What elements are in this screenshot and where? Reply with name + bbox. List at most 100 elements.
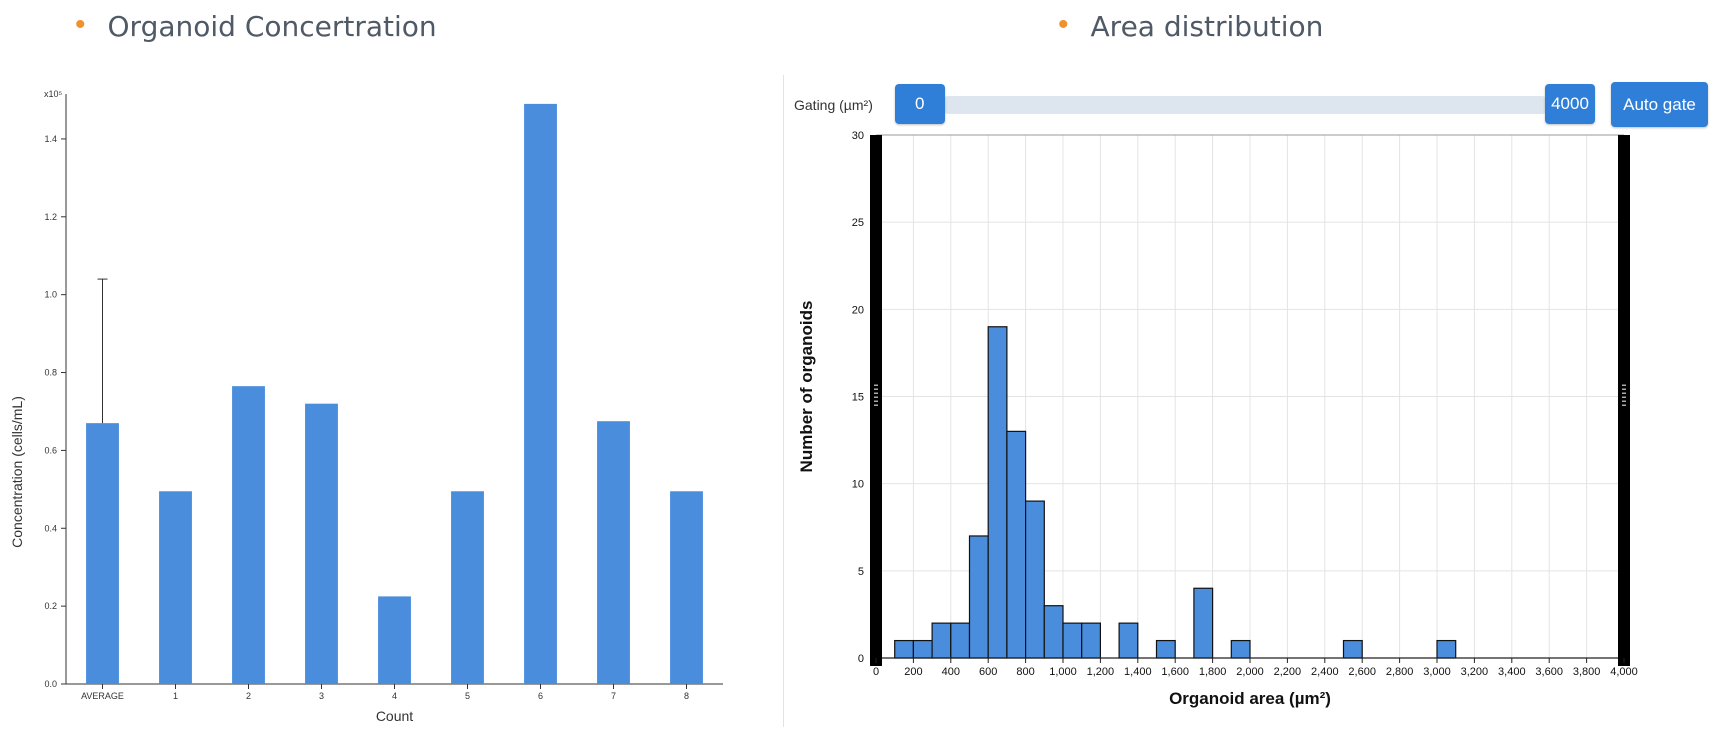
- x-tick-label: 0: [873, 666, 879, 678]
- y-tick-label: 1.0: [44, 290, 57, 300]
- x-tick-label: 3,000: [1423, 666, 1451, 678]
- x-tick-label: 4,000: [1610, 666, 1638, 678]
- x-tick-label: 2,800: [1386, 666, 1414, 678]
- bar-6: [524, 103, 557, 685]
- x-tick-label: 8: [684, 691, 689, 701]
- gating-max-value: 4000: [1551, 94, 1589, 113]
- concentration-title: Organoid Concertration: [107, 10, 437, 43]
- x-tick-label: 1,200: [1087, 666, 1115, 678]
- gating-slider-track[interactable]: [940, 96, 1550, 114]
- x-axis-label: Organoid area (µm²): [1169, 689, 1331, 708]
- histogram-bin: [987, 326, 1008, 659]
- gating-min-handle[interactable]: 0: [895, 84, 945, 124]
- bar-8: [670, 491, 703, 684]
- gate-grip: [874, 396, 878, 398]
- histogram-bin: [1025, 500, 1045, 659]
- bar-7: [597, 421, 630, 684]
- x-tick-label: 200: [904, 666, 922, 678]
- y-axis-label: Number of organoids: [797, 301, 816, 473]
- bar-2: [232, 386, 265, 684]
- y-axis-label: Concentration (cells/mL): [9, 396, 25, 548]
- histogram-bin: [1081, 622, 1102, 659]
- left-section-header: • Organoid Concertration: [75, 7, 437, 43]
- x-tick-label: 4: [392, 691, 397, 701]
- histogram-bin: [1342, 639, 1363, 659]
- x-tick-label: 1,000: [1049, 666, 1077, 678]
- gate-grip: [1622, 384, 1626, 386]
- histogram-bin: [950, 622, 971, 659]
- y-tick-label: 0.6: [44, 445, 57, 455]
- gate-grip: [1622, 404, 1626, 406]
- x-tick-label: 3: [319, 691, 324, 701]
- gate-grip: [1622, 388, 1626, 390]
- bar-5: [451, 491, 484, 684]
- gate-grip: [874, 404, 878, 406]
- x-tick-label: 2: [246, 691, 251, 701]
- x-tick-label: 1: [173, 691, 178, 701]
- y-tick-label: 30: [852, 130, 864, 142]
- y-tick-label: 1.2: [44, 212, 57, 222]
- y-tick-label: 20: [852, 304, 864, 316]
- y-tick-label: 0: [858, 653, 864, 665]
- bullet-icon: •: [1058, 7, 1069, 41]
- y-tick-label: 1.4: [44, 134, 57, 144]
- x-tick-label: 1,800: [1199, 666, 1227, 678]
- y-tick-label: 0.0: [44, 679, 57, 689]
- x-tick-label: 2,000: [1236, 666, 1264, 678]
- y-tick-label: 0.8: [44, 368, 57, 378]
- area-distribution-title: Area distribution: [1090, 10, 1324, 43]
- gate-grip: [1622, 396, 1626, 398]
- area-histogram: 0 200 400 600 800 1,000 1,200 1,400 1,600 1,800 2,…: [797, 130, 1638, 708]
- panel-divider: [783, 75, 784, 727]
- bar-1: [159, 491, 192, 684]
- bullet-icon: •: [75, 7, 86, 41]
- gating-min-value: 0: [915, 94, 925, 113]
- gate-grip: [874, 400, 878, 402]
- x-tick-label: 1,400: [1124, 666, 1152, 678]
- y-tick-label: 5: [858, 566, 864, 578]
- histogram-bin: [1118, 622, 1139, 659]
- gate-grip: [874, 388, 878, 390]
- y-tick-label: 0.4: [44, 523, 57, 533]
- y-tick-label: 15: [852, 392, 864, 404]
- x-tick-label: 2,400: [1311, 666, 1339, 678]
- x-tick-label: 5: [465, 691, 470, 701]
- histogram-bin: [912, 639, 933, 659]
- bar-3: [305, 403, 338, 684]
- x-tick-label: 800: [1016, 666, 1034, 678]
- histogram-bin: [1155, 639, 1176, 659]
- gate-grip: [1622, 400, 1626, 402]
- histogram-bin: [1193, 587, 1214, 659]
- y-tick-label: 10: [852, 479, 864, 491]
- x-tick-label: 400: [942, 666, 960, 678]
- x-tick-label: 3,200: [1461, 666, 1489, 678]
- histogram-bin: [1436, 639, 1457, 659]
- x-tick-label: 600: [979, 666, 997, 678]
- x-tick-label: 3,800: [1573, 666, 1601, 678]
- x-tick-label: 1,600: [1161, 666, 1189, 678]
- gating-max-handle[interactable]: 4000: [1545, 84, 1595, 124]
- bar-average: [86, 423, 119, 684]
- concentration-bar-chart: 0.0 0.2 0.4 0.6 0.8 1.0 1.2 1.4 x10⁵ AVERAGE 1 2 3 4 5…: [9, 89, 723, 724]
- x-tick-label: 7: [611, 691, 616, 701]
- bar-4: [378, 596, 411, 684]
- x-tick-label: 3,600: [1535, 666, 1563, 678]
- histogram-bin: [931, 622, 952, 659]
- y-tick-label: 0.2: [44, 601, 57, 611]
- histogram-bin: [968, 535, 989, 659]
- y-multiplier-label: x10⁵: [44, 89, 63, 99]
- x-axis-label: Count: [376, 708, 413, 724]
- gate-grip: [1622, 392, 1626, 394]
- y-tick-label: 25: [852, 217, 864, 229]
- histogram-bin: [1006, 430, 1027, 659]
- auto-gate-button[interactable]: Auto gate: [1611, 82, 1708, 127]
- x-tick-label: AVERAGE: [81, 691, 124, 701]
- histogram-bin: [1062, 622, 1083, 659]
- histogram-bin: [1230, 639, 1251, 659]
- histogram-bin: [1043, 605, 1064, 659]
- x-tick-label: 3,400: [1498, 666, 1526, 678]
- gating-label: Gating (µm²): [794, 97, 873, 113]
- histogram-bin: [894, 639, 914, 659]
- gate-grip: [874, 392, 878, 394]
- x-tick-label: 6: [538, 691, 543, 701]
